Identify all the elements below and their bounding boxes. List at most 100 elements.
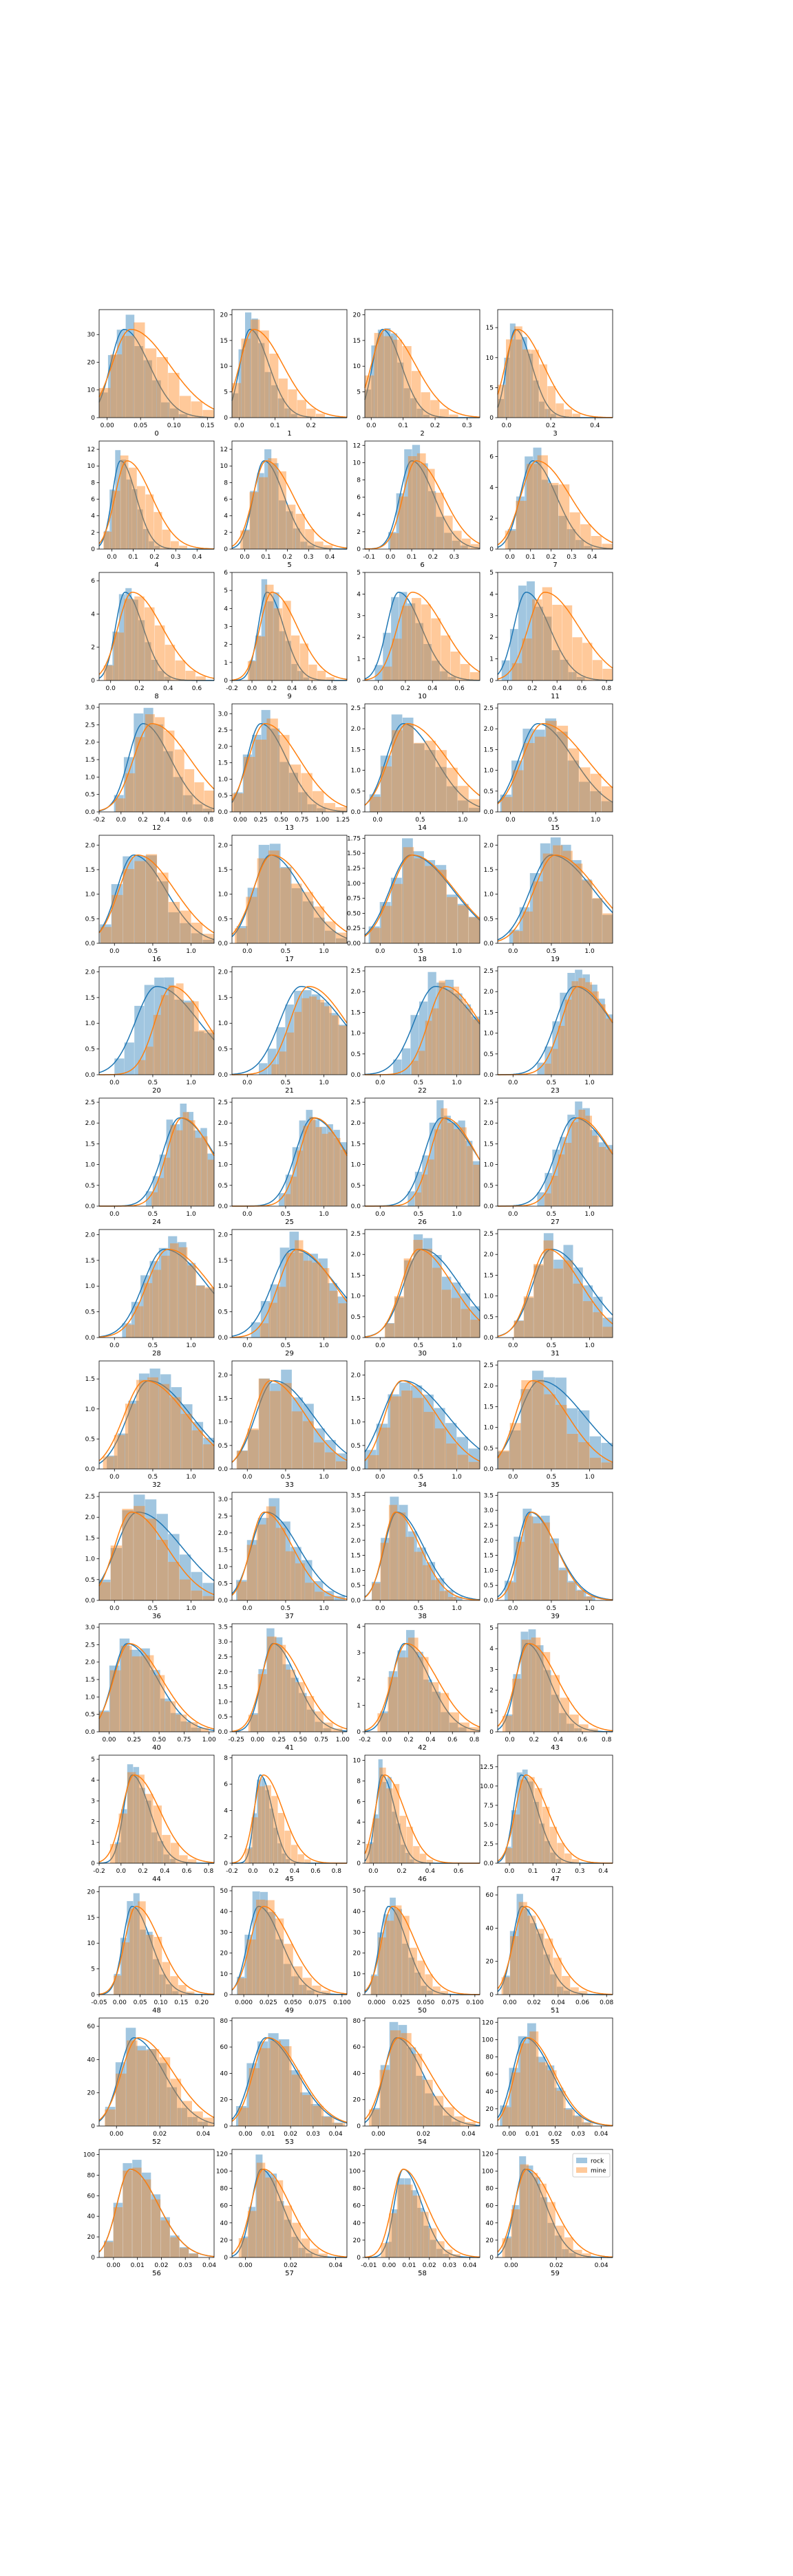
hist-bar-mine (241, 339, 251, 418)
hist-bar-rock (523, 1909, 530, 1995)
hist-bar-rock (160, 1374, 171, 1469)
hist-bar-mine (160, 995, 169, 1075)
hist-bar-mine (235, 928, 246, 943)
kde-line-mine (497, 1774, 613, 1864)
x-tick-label: 0.0 (106, 685, 116, 692)
y-tick-label: 100 (83, 2151, 95, 2158)
hist-bar-mine (606, 1149, 613, 1206)
kde-line-mine (98, 854, 215, 934)
histogram-rock (365, 328, 430, 418)
hist-bar-rock (285, 1174, 293, 1206)
y-tick-label: 60 (220, 2203, 229, 2210)
y-tick-label: 0.5 (484, 916, 494, 923)
x-tick-label: 0.3 (575, 1868, 584, 1875)
hist-bar-rock (245, 312, 252, 418)
histogram-rock (251, 1232, 347, 1338)
hist-bar-rock (404, 2178, 411, 2257)
hist-bar-mine (304, 1696, 315, 1732)
hist-bar-mine (403, 847, 414, 943)
y-tick-label: 120 (216, 2151, 228, 2158)
hist-bar-mine (434, 493, 444, 549)
hist-bar-rock (568, 1580, 578, 1600)
y-tick-label: 60 (486, 1892, 494, 1899)
hist-bar-mine (137, 486, 145, 549)
y-tick-label: 0 (91, 2255, 95, 2262)
histogram-mine (498, 326, 581, 418)
histogram-mine (414, 1108, 480, 1206)
hist-bar-mine (522, 349, 531, 418)
kde-line-rock (497, 2037, 613, 2127)
histogram-rock (509, 837, 613, 943)
y-tick-label: 3.5 (218, 1624, 228, 1631)
hist-bar-mine (441, 1289, 452, 1338)
hist-bar-mine (258, 1786, 265, 1863)
axes-frame (497, 1886, 613, 1995)
y-tick-label: 0.0 (218, 1072, 229, 1079)
hist-bar-mine (134, 322, 145, 418)
hist-bar-mine (189, 1120, 195, 1206)
hist-bar-mine (283, 2205, 293, 2257)
hist-bar-mine (549, 1827, 557, 1863)
hist-bar-mine (535, 1788, 542, 1863)
kde-line-mine (98, 1511, 215, 1596)
hist-bar-rock (527, 1781, 533, 1863)
x-tick-label: 0.10 (154, 1999, 167, 2006)
hist-bar-rock (260, 1891, 268, 1995)
hist-bar-rock (414, 1172, 422, 1206)
hist-bar-rock (251, 318, 258, 418)
histogram-mine (368, 1391, 480, 1469)
hist-bar-mine (340, 1150, 347, 1206)
hist-bar-rock (106, 665, 113, 680)
hist-bar-rock (236, 925, 248, 943)
x-tick-label: 1.0 (319, 1080, 329, 1086)
y-tick-label: 3.0 (85, 705, 96, 711)
histogram-rock (537, 969, 613, 1075)
x-tick-label: 0.4 (425, 1868, 436, 1875)
hist-bar-rock (134, 346, 143, 418)
y-tick-label: 12 (220, 447, 228, 453)
kde-line-mine (364, 854, 480, 937)
hist-bar-rock (509, 629, 518, 680)
x-axis-label: 33 (285, 1481, 294, 1489)
hist-bar-rock (257, 1779, 261, 1863)
hist-bar-mine (313, 2105, 324, 2126)
hist-bar-mine (445, 989, 453, 1075)
hist-bar-rock (109, 489, 115, 549)
hist-bar-rock (509, 2068, 518, 2126)
hist-bar-rock (271, 463, 279, 549)
y-tick-label: 10 (87, 463, 96, 470)
hist-bar-mine (204, 791, 214, 812)
histogram-rock (388, 444, 468, 549)
y-tick-label: 1.50 (347, 850, 361, 857)
hist-bar-rock (131, 1302, 140, 1338)
hist-bar-rock (556, 731, 568, 812)
y-tick-label: 30 (353, 1929, 361, 1936)
y-tick-label: 60 (87, 2024, 96, 2030)
y-tick-label: 40 (220, 2070, 229, 2077)
x-tick-label: 0.0 (109, 1080, 120, 1086)
y-tick-label: 0 (224, 2123, 228, 2130)
y-tick-label: 5 (224, 389, 228, 396)
histogram-mine (544, 978, 613, 1075)
y-tick-label: 10 (486, 355, 494, 362)
hist-bar-mine (572, 637, 582, 680)
hist-bar-mine (547, 2070, 557, 2126)
hist-bar-mine (280, 1383, 292, 1469)
histogram-mine (248, 1636, 343, 1732)
hist-bar-mine (531, 1638, 541, 1732)
hist-bar-mine (556, 2090, 566, 2126)
hist-bar-rock (584, 546, 593, 549)
hist-bar-rock (268, 1911, 276, 1995)
hist-bar-mine (370, 1976, 379, 1995)
x-axis-label: 22 (418, 1087, 427, 1095)
legend-label-rock: rock (591, 2158, 604, 2165)
histogram-mine (138, 983, 214, 1075)
histogram-mine (113, 1901, 195, 1995)
histogram-mine (377, 1638, 480, 1732)
hist-bar-mine (321, 1990, 330, 1995)
hist-bar-mine (384, 1323, 394, 1338)
y-tick-label: 80 (353, 2018, 361, 2025)
hist-bar-rock (569, 2253, 576, 2257)
y-tick-label: 0.5 (218, 1714, 228, 1721)
hist-bar-mine (196, 1285, 205, 1338)
